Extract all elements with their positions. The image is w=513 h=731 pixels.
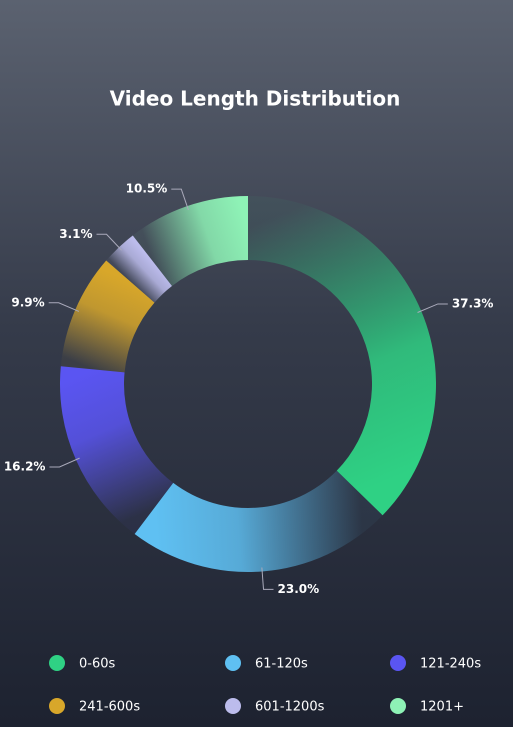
- leader-line: [171, 188, 189, 211]
- donut-slice: [106, 235, 172, 303]
- chart-title: Video Length Distribution: [110, 87, 401, 111]
- legend-swatch: [390, 655, 406, 671]
- donut-slice: [59, 366, 174, 534]
- legend-label: 1201+: [420, 700, 464, 715]
- legend-swatch: [49, 698, 65, 714]
- leader-line: [417, 303, 448, 313]
- data-label: 37.3%: [452, 296, 494, 310]
- leader-line: [48, 302, 80, 312]
- legend-label: 121-240s: [420, 657, 481, 672]
- donut-slice: [60, 260, 155, 373]
- data-label: 3.1%: [59, 227, 92, 241]
- leader-line: [261, 567, 274, 590]
- data-label: 23.0%: [278, 582, 320, 596]
- legend-label: 241-600s: [79, 700, 140, 715]
- legend-label: 0-60s: [79, 657, 116, 672]
- data-label: 9.9%: [11, 295, 44, 309]
- leader-line: [96, 233, 122, 251]
- donut-slice: [132, 196, 248, 287]
- legend-swatch: [225, 698, 241, 714]
- legend-label: 61-120s: [255, 657, 308, 672]
- legend-swatch: [390, 698, 406, 714]
- legend-swatch: [49, 655, 65, 671]
- leader-line: [49, 457, 80, 468]
- legend-swatch: [225, 655, 241, 671]
- legend-label: 601-1200s: [255, 700, 325, 715]
- data-label: 16.2%: [4, 459, 46, 473]
- donut-slice: [134, 470, 383, 572]
- data-label: 10.5%: [126, 182, 168, 196]
- donut-slice: [248, 196, 436, 516]
